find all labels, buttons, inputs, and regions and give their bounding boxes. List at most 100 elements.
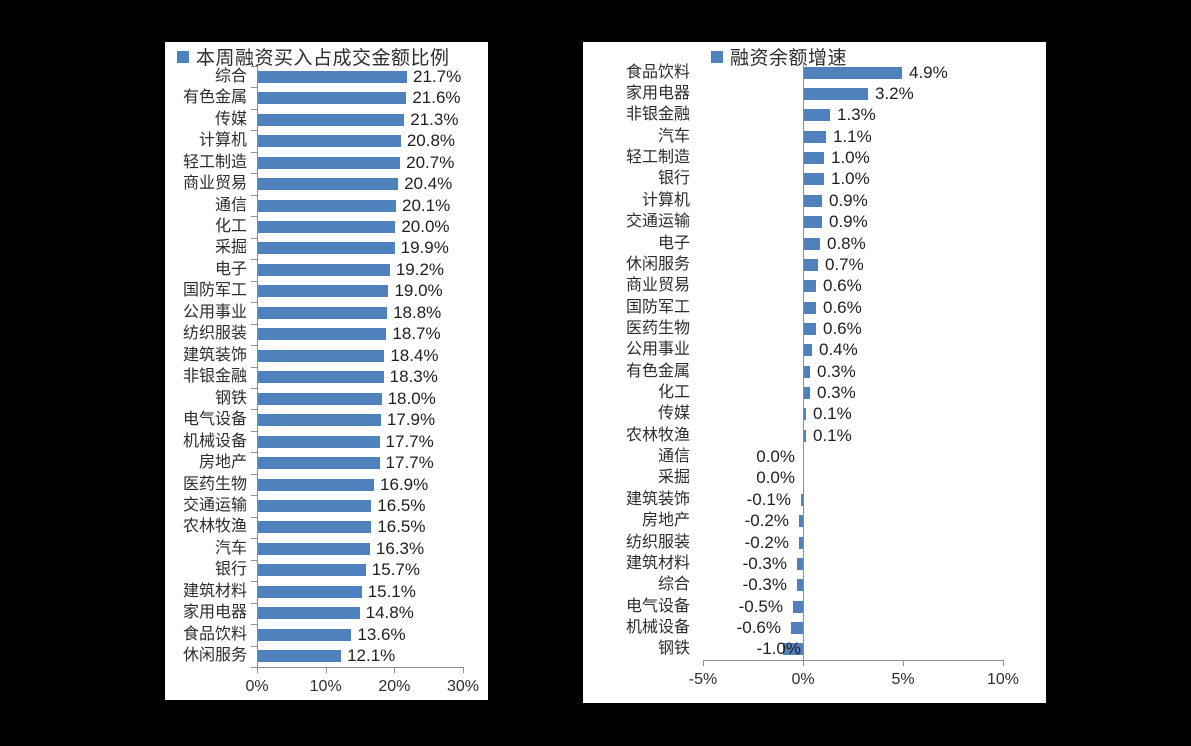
category-axis-line <box>803 62 804 660</box>
chart-bar <box>258 585 362 598</box>
value-label: 0.3% <box>817 361 856 381</box>
x-axis-tick <box>1003 660 1004 666</box>
category-label: 农林牧渔 <box>182 518 247 536</box>
value-label: 16.9% <box>380 474 429 494</box>
category-label: 商业贸易 <box>182 175 247 193</box>
category-label: 银行 <box>214 561 247 579</box>
value-label: 20.0% <box>401 216 450 236</box>
category-label: 国防军工 <box>182 282 247 300</box>
category-tick <box>251 194 257 196</box>
legend-square-icon <box>177 50 189 63</box>
chart-bar <box>258 328 387 341</box>
x-axis-tick <box>257 667 258 673</box>
value-label: 20.8% <box>406 131 456 151</box>
category-tick <box>251 151 257 153</box>
value-label: 0.8% <box>827 233 866 253</box>
category-tick <box>251 516 257 518</box>
category-label: 计算机 <box>198 132 247 150</box>
category-tick <box>251 581 257 583</box>
category-label: 电气设备 <box>182 411 247 429</box>
category-label: 家用电器 <box>182 604 247 622</box>
chart-bar <box>804 387 810 400</box>
x-tick-label: 20% <box>378 678 411 695</box>
category-label: 轻工制造 <box>182 153 247 171</box>
value-label: 0.9% <box>829 212 868 232</box>
chart-bar <box>801 493 803 506</box>
chart-bar <box>258 435 380 448</box>
chart-bar <box>804 429 806 442</box>
chart-bar <box>804 216 822 229</box>
category-tick <box>251 559 257 561</box>
category-label: 电气设备 <box>625 597 690 615</box>
value-label: 19.2% <box>395 259 445 279</box>
value-label: 0.0% <box>756 447 795 467</box>
value-label: 20.4% <box>404 174 453 194</box>
chart-bar <box>791 621 803 634</box>
value-label: 15.1% <box>367 581 416 601</box>
chart-bar <box>258 564 366 577</box>
category-label: 房地产 <box>641 512 690 530</box>
value-label: 18.0% <box>387 388 436 408</box>
category-label: 机械设备 <box>625 618 690 636</box>
x-axis-line <box>703 660 1004 661</box>
value-label: 19.9% <box>400 238 449 258</box>
chart-bar <box>804 301 816 314</box>
value-label: 4.9% <box>909 62 948 82</box>
category-axis-line <box>257 66 258 667</box>
category-tick <box>251 452 257 454</box>
chart-bar <box>793 600 803 613</box>
chart-bar <box>804 365 810 378</box>
category-tick <box>251 667 257 668</box>
category-label: 化工 <box>214 217 247 235</box>
value-label: 0.1% <box>813 425 852 445</box>
x-tick-label: 10% <box>309 678 342 695</box>
chart-bar <box>804 152 824 165</box>
chart-bar <box>258 371 384 384</box>
value-label: 1.0% <box>831 169 870 189</box>
chart-bar <box>258 156 401 169</box>
category-tick <box>251 108 257 110</box>
category-tick <box>251 538 257 540</box>
value-label: 17.7% <box>385 431 434 451</box>
category-label: 汽车 <box>657 127 690 145</box>
category-label: 银行 <box>657 170 690 188</box>
chart-bar <box>258 113 405 126</box>
category-label: 食品饮料 <box>182 625 247 643</box>
category-tick <box>251 366 257 368</box>
category-tick <box>251 216 257 218</box>
category-tick <box>251 302 257 304</box>
category-label: 房地产 <box>198 454 247 472</box>
value-label: 20.1% <box>402 195 451 215</box>
category-label: 纺织服装 <box>182 325 247 343</box>
category-label: 建筑材料 <box>182 582 247 600</box>
category-label: 交通运输 <box>182 497 247 515</box>
x-tick-label: -5% <box>688 671 718 688</box>
chart-bar <box>804 280 816 293</box>
chart-bar <box>258 500 372 513</box>
chart-bar <box>258 135 401 148</box>
value-label: 20.7% <box>406 152 455 172</box>
chart-bar <box>804 237 820 250</box>
category-tick <box>251 345 257 347</box>
x-tick-label: 0% <box>791 671 815 688</box>
chart-bar <box>258 306 388 319</box>
chart-title: 本周融资买入占成交金额比例 <box>196 48 450 69</box>
value-label: 18.8% <box>393 302 442 322</box>
category-label: 机械设备 <box>182 432 247 450</box>
value-label: 0.6% <box>823 276 862 296</box>
value-label: 3.2% <box>875 84 914 104</box>
category-label: 商业贸易 <box>625 277 690 295</box>
category-label: 农林牧渔 <box>625 426 690 444</box>
chart-bar <box>258 650 342 663</box>
chart-bar <box>804 88 868 101</box>
category-label: 汽车 <box>214 539 247 557</box>
value-label: 1.3% <box>837 105 876 125</box>
value-label: 17.9% <box>386 410 436 430</box>
chart-bar <box>797 579 803 592</box>
chart-bar <box>804 344 812 357</box>
value-label: 14.8% <box>365 603 414 623</box>
value-label: 19.0% <box>394 281 443 301</box>
category-tick <box>251 645 257 647</box>
value-label: -0.5% <box>738 596 783 616</box>
